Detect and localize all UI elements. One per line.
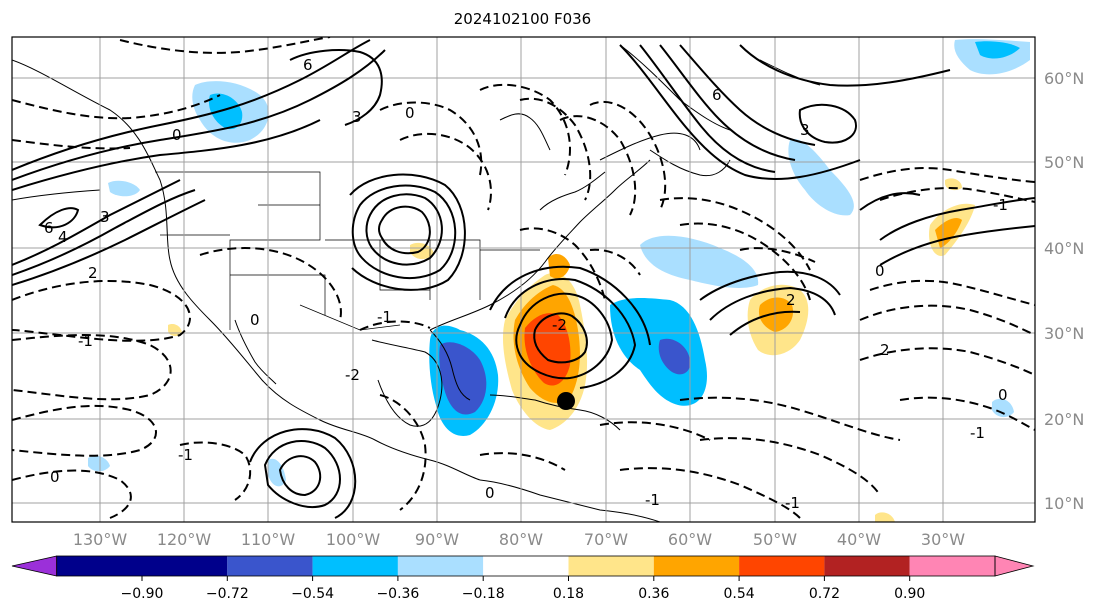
colorbar-segment <box>227 556 313 576</box>
storm-center-marker <box>557 392 575 410</box>
lon-label: 130°W <box>73 530 128 549</box>
contour-label: -1 <box>993 196 1008 214</box>
colorbar-tick-label: −0.54 <box>291 586 334 602</box>
colorbar-tick-label: 0.90 <box>894 586 925 602</box>
colorbar-segment <box>56 556 143 576</box>
map-area <box>12 37 1035 522</box>
colorbar-segment <box>397 556 484 576</box>
contour-label: -1 <box>178 446 193 464</box>
lat-label: 10°N <box>1044 494 1084 513</box>
borders <box>155 171 540 331</box>
contour-label: 6 <box>44 219 54 237</box>
colorbar-extend-right <box>994 555 1035 577</box>
colorbar-segment <box>312 556 398 576</box>
colorbar-segment <box>142 556 228 576</box>
contour-label: -2 <box>345 366 360 384</box>
contour-label: 2 <box>880 341 890 359</box>
shade-lightblue-west <box>108 180 140 197</box>
colorbar-segment <box>483 556 569 576</box>
shade-yellow-gulf <box>410 242 434 260</box>
contour-label: 6 <box>303 56 313 74</box>
contour-label: 0 <box>50 468 60 486</box>
lon-label: 30°W <box>921 530 965 549</box>
contour-label: -1 <box>377 308 392 326</box>
colorbar-tick-label: −0.36 <box>376 586 419 602</box>
shade-blue-north1 <box>208 93 243 130</box>
colorbar-segment <box>824 556 910 576</box>
longitude-labels: 130°W 120°W 110°W 100°W 90°W 80°W 70°W 6… <box>73 530 965 549</box>
latitude-labels: 60°N 50°N 40°N 30°N 20°N 10°N <box>1044 69 1084 513</box>
colorbar-segment <box>653 556 740 576</box>
contour-label: 0 <box>250 311 260 329</box>
colorbar-tick-label: −0.18 <box>462 586 505 602</box>
colorbar-outline <box>56 555 996 577</box>
contour-label: 0 <box>998 386 1008 404</box>
shade-lightblue-north2 <box>788 139 854 216</box>
contour-label: 0 <box>405 104 415 122</box>
contour-label: 6 <box>712 86 722 104</box>
colorbar-tick-label: 0.54 <box>724 586 755 602</box>
shade-blue-atlantic <box>610 297 707 406</box>
contour-label: 3 <box>352 108 362 126</box>
shade-darkblue-atlantic <box>658 338 691 375</box>
colorbar <box>11 555 1035 577</box>
colorbar-segment <box>739 556 825 576</box>
lon-label: 100°W <box>326 530 381 549</box>
lat-label: 60°N <box>1044 69 1084 88</box>
contour-label: -1 <box>970 424 985 442</box>
shade-orange-atl <box>758 297 794 332</box>
shade-lightblue-sw <box>88 455 110 472</box>
contour-label: -1 <box>78 332 93 350</box>
colorbar-tick-label: 0.36 <box>638 586 669 602</box>
contour-label: 0 <box>172 126 182 144</box>
lat-label: 50°N <box>1044 153 1084 172</box>
lon-label: 50°W <box>753 530 797 549</box>
contour-labels: 6 3 0 -1 -2 2 4 0 6 3 -1 0 -2 -1 0 -1 0 … <box>44 56 1008 512</box>
lat-label: 20°N <box>1044 410 1084 429</box>
colorbar-segment <box>909 556 995 576</box>
map-frame <box>11 36 1036 523</box>
map-title: 2024102100 F036 <box>453 10 592 28</box>
lon-label: 120°W <box>157 530 212 549</box>
contour-label: -1 <box>785 494 800 512</box>
lon-label: 80°W <box>499 530 543 549</box>
colorbar-ticks: −0.90 −0.72 −0.54 −0.36 −0.18 0.18 0.36 0.54 0.7… <box>121 576 925 602</box>
dashed-contours <box>12 37 1035 519</box>
gridlines <box>12 37 1035 522</box>
colorbar-extend-left <box>11 555 58 577</box>
contour-label: -2 <box>552 316 567 334</box>
colorbar-tick-label: 0.18 <box>553 586 584 602</box>
lon-label: 70°W <box>584 530 628 549</box>
shade-yellow-se <box>875 512 895 522</box>
shade-blue-ne <box>975 41 1020 59</box>
contour-label: 4 <box>58 228 68 246</box>
contour-label: 2 <box>786 291 796 309</box>
coastlines <box>12 44 821 522</box>
solid-contours <box>12 39 1035 519</box>
lon-label: 40°W <box>837 530 881 549</box>
colorbar-tick-label: 0.72 <box>809 586 840 602</box>
shade-lightblue-atlantic <box>640 235 759 288</box>
lat-label: 30°N <box>1044 324 1084 343</box>
contour-label: 3 <box>100 208 110 226</box>
shade-darkblue-gulf <box>439 342 487 415</box>
shade-lightblue-se <box>992 398 1014 418</box>
colorbar-segment <box>568 556 654 576</box>
shade-red-main <box>524 313 571 386</box>
lat-label: 40°N <box>1044 239 1084 258</box>
contour-label: -1 <box>645 491 660 509</box>
lon-label: 110°W <box>241 530 296 549</box>
lon-label: 60°W <box>668 530 712 549</box>
colorbar-tick-label: −0.72 <box>206 586 249 602</box>
contour-label: 2 <box>88 264 98 282</box>
lon-label: 90°W <box>415 530 459 549</box>
colorbar-tick-label: −0.90 <box>121 586 164 602</box>
contour-label: 3 <box>800 121 810 139</box>
contour-label: 0 <box>485 484 495 502</box>
contour-label: 0 <box>875 262 885 280</box>
